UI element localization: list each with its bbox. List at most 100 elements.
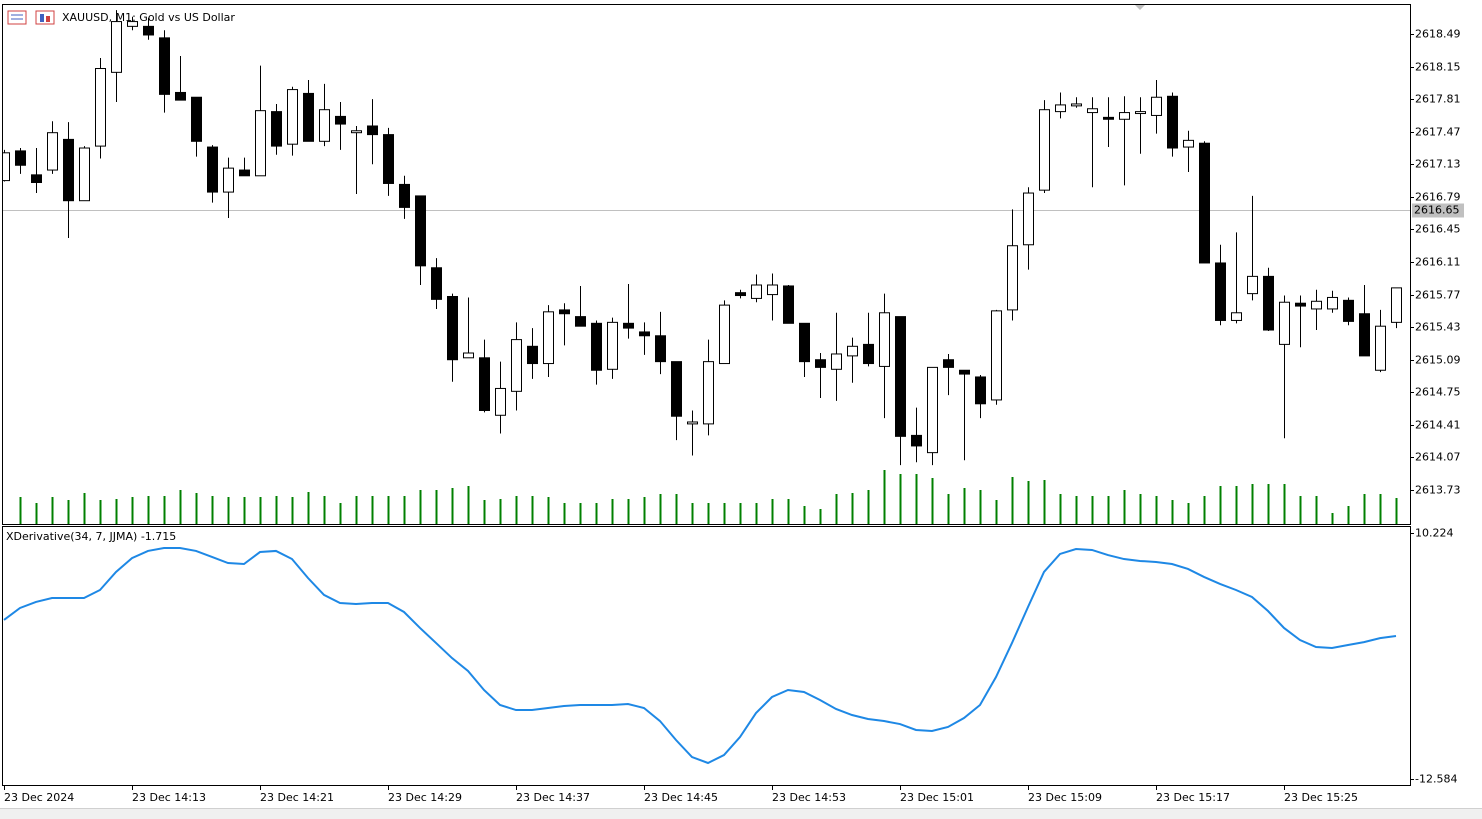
y-tick-label: 2614.41 bbox=[1415, 419, 1461, 432]
icon-bar bbox=[46, 16, 50, 22]
candle-body bbox=[959, 369, 970, 375]
candle-body bbox=[1199, 142, 1210, 264]
candle-body bbox=[1215, 262, 1226, 321]
candle-body bbox=[1071, 103, 1082, 107]
y-tick-label: 2618.15 bbox=[1415, 61, 1461, 74]
candle-body bbox=[335, 115, 346, 125]
y-tick-label: 2616.79 bbox=[1415, 191, 1461, 204]
candle-body bbox=[287, 89, 298, 145]
last-price-tag bbox=[1412, 203, 1464, 218]
candle-body bbox=[319, 109, 330, 142]
candle-body bbox=[943, 359, 954, 368]
candle-body bbox=[495, 387, 506, 416]
x-tick-label: 23 Dec 14:45 bbox=[644, 791, 718, 804]
candle-body bbox=[607, 321, 618, 370]
candle-body bbox=[271, 111, 282, 147]
y-tick-label: 2615.77 bbox=[1415, 289, 1461, 302]
x-tick-label: 23 Dec 14:21 bbox=[260, 791, 334, 804]
candle-body bbox=[655, 335, 666, 363]
x-tick-label: 23 Dec 2024 bbox=[4, 791, 74, 804]
candle-body bbox=[447, 295, 458, 361]
candle-body bbox=[1007, 245, 1018, 311]
bottom-bar bbox=[0, 809, 1482, 819]
candle-body bbox=[735, 292, 746, 297]
icon-chart[interactable] bbox=[35, 10, 55, 25]
candle-body bbox=[1167, 95, 1178, 149]
icon-menu[interactable] bbox=[7, 10, 27, 25]
candle-body bbox=[751, 284, 762, 299]
shift-marker bbox=[1135, 5, 1145, 10]
y-tick-label: 2614.07 bbox=[1415, 451, 1461, 464]
x-tick-label: 23 Dec 15:09 bbox=[1028, 791, 1102, 804]
candle-body bbox=[863, 343, 874, 365]
candle-body bbox=[719, 304, 730, 365]
candle-body bbox=[191, 96, 202, 142]
candle-body bbox=[239, 169, 250, 177]
candle-body bbox=[1263, 275, 1274, 331]
candle-body bbox=[1279, 301, 1290, 345]
candle-body bbox=[1119, 112, 1130, 120]
x-tick-label: 23 Dec 14:13 bbox=[132, 791, 206, 804]
candle-body bbox=[687, 421, 698, 425]
y-tick-label: 2616.11 bbox=[1415, 256, 1461, 269]
candle-body bbox=[143, 25, 154, 36]
y2-tick-label: -12.584 bbox=[1415, 773, 1457, 786]
candle-body bbox=[1391, 287, 1402, 323]
candle-body bbox=[783, 285, 794, 324]
candle-body bbox=[15, 150, 26, 166]
main-plot bbox=[3, 10, 1410, 524]
candle-body bbox=[3, 152, 10, 182]
candle-body bbox=[431, 267, 442, 300]
candle-body bbox=[639, 331, 650, 337]
chart-title: XAUUSD, M1: Gold vs US Dollar bbox=[62, 11, 235, 24]
candle-body bbox=[1295, 302, 1306, 307]
candle-body bbox=[47, 132, 58, 171]
candle-body bbox=[911, 434, 922, 447]
candle-body bbox=[1327, 296, 1338, 310]
candle-body bbox=[895, 316, 906, 437]
candle-body bbox=[927, 366, 938, 454]
icon-bar bbox=[40, 14, 44, 22]
candle-body bbox=[63, 138, 74, 202]
candle-body bbox=[223, 167, 234, 193]
y-tick-label: 2615.43 bbox=[1415, 321, 1461, 334]
candle-body bbox=[1039, 109, 1050, 191]
candle-body bbox=[303, 92, 314, 142]
y-tick-label: 2617.13 bbox=[1415, 158, 1461, 171]
x-tick-label: 23 Dec 14:53 bbox=[772, 791, 846, 804]
x-tick-label: 23 Dec 14:29 bbox=[388, 791, 462, 804]
candle-body bbox=[975, 376, 986, 405]
candle-body bbox=[671, 361, 682, 417]
x-tick-label: 23 Dec 15:17 bbox=[1156, 791, 1230, 804]
candle-body bbox=[1135, 111, 1146, 115]
main-pane-border bbox=[2, 4, 1411, 525]
y-tick-label: 2617.47 bbox=[1415, 126, 1461, 139]
y-tick-label: 2614.75 bbox=[1415, 386, 1461, 399]
candle-body bbox=[1151, 96, 1162, 116]
candle-body bbox=[175, 91, 186, 101]
candle-body bbox=[127, 21, 138, 27]
candle-body bbox=[1023, 192, 1034, 246]
indicator-pane-border bbox=[2, 526, 1411, 786]
candle-body bbox=[991, 310, 1002, 401]
y-tick-label: 2613.73 bbox=[1415, 484, 1461, 497]
candle-body bbox=[767, 284, 778, 296]
candle-body bbox=[511, 339, 522, 392]
candle-body bbox=[415, 195, 426, 267]
candle-body bbox=[383, 134, 394, 184]
candle-body bbox=[559, 309, 570, 315]
candle-body bbox=[703, 361, 714, 425]
candle-body bbox=[463, 352, 474, 359]
candle-body bbox=[1247, 275, 1258, 295]
candle-body bbox=[1231, 312, 1242, 321]
candle-body bbox=[1087, 108, 1098, 114]
candle-body bbox=[1183, 139, 1194, 148]
y-tick-label: 2615.09 bbox=[1415, 354, 1461, 367]
indicator-title: XDerivative(34, 7, JJMA) -1.715 bbox=[6, 530, 176, 543]
candle-body bbox=[815, 359, 826, 368]
candle-body bbox=[847, 345, 858, 357]
candle-body bbox=[79, 147, 90, 202]
